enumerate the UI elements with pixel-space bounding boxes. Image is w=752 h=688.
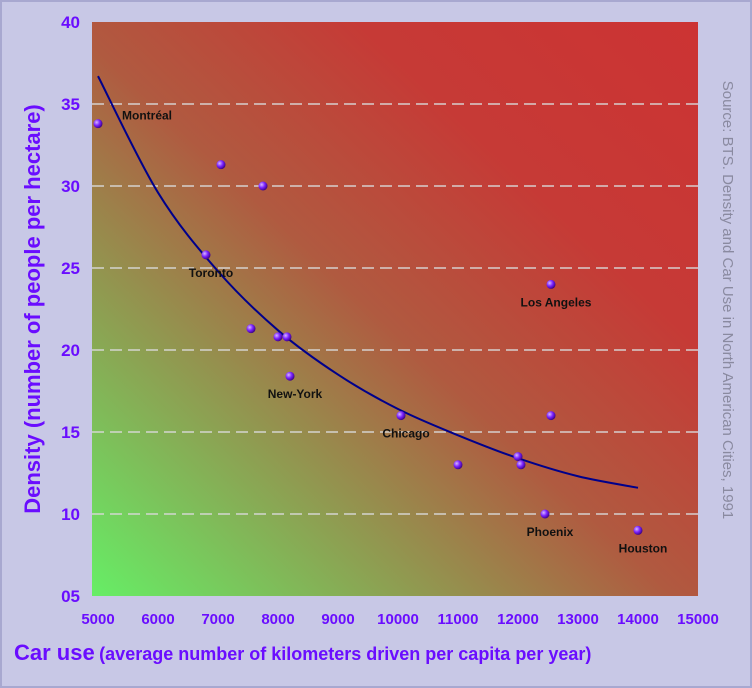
data-point [546,279,556,289]
data-point [258,181,268,191]
y-tick-label: 15 [61,423,80,442]
x-axis-label-sub: (average number of kilometers driven per… [99,644,592,664]
point-label: Chicago [382,427,429,441]
x-tick-label: 11000 [438,611,479,628]
data-points [93,119,643,535]
x-axis-label-main: Car use [14,640,95,665]
data-point [273,332,283,342]
x-axis-label: Car use (average number of kilometers dr… [14,640,744,666]
data-point [201,250,211,260]
x-tick-label: 5000 [81,611,114,628]
x-tick-label: 15000 [677,611,719,628]
y-tick-label: 20 [61,341,80,360]
data-point [285,371,295,381]
y-tick-label: 35 [61,95,80,114]
data-point [396,411,406,421]
y-tick-label: 30 [61,177,80,196]
x-tick-label: 10000 [377,611,419,628]
point-label: Montréal [122,109,172,123]
x-tick-label: 13000 [557,611,599,628]
x-tick-label: 14000 [617,611,659,628]
data-point [633,525,643,535]
point-label: Phoenix [527,525,574,539]
y-axis-ticks: 05 10 15 20 25 30 35 40 [61,13,80,606]
x-tick-label: 12000 [497,611,539,628]
plot-area [92,22,698,596]
x-tick-label: 7000 [201,611,234,628]
x-axis-ticks: 5000 6000 7000 8000 9000 10000 11000 12000 13000… [81,611,719,628]
y-tick-label: 40 [61,13,80,32]
grid [92,103,698,515]
y-tick-label: 10 [61,505,80,524]
point-label: Houston [619,541,668,555]
data-point [282,332,292,342]
data-point [453,460,463,470]
source-note: Source: BTS. Density and Car Use in Nort… [719,81,736,520]
x-tick-label: 9000 [321,611,354,628]
y-tick-label: 25 [61,259,80,278]
data-point [546,411,556,421]
data-point [540,509,550,519]
point-label: Los Angeles [521,295,592,309]
point-labels: Montréal Toronto New-York Chicago Los Angele… [122,109,667,556]
x-tick-label: 8000 [261,611,294,628]
y-axis-label: Density (number of people per hectare) [20,104,45,514]
data-point [216,160,226,170]
data-point [513,452,523,462]
point-label: Toronto [189,266,233,280]
x-tick-label: 6000 [141,611,174,628]
y-tick-label: 05 [61,587,80,606]
trendline [97,75,639,489]
data-point [516,460,526,470]
data-point [246,324,256,334]
point-label: New-York [268,387,323,401]
data-point [93,119,103,129]
